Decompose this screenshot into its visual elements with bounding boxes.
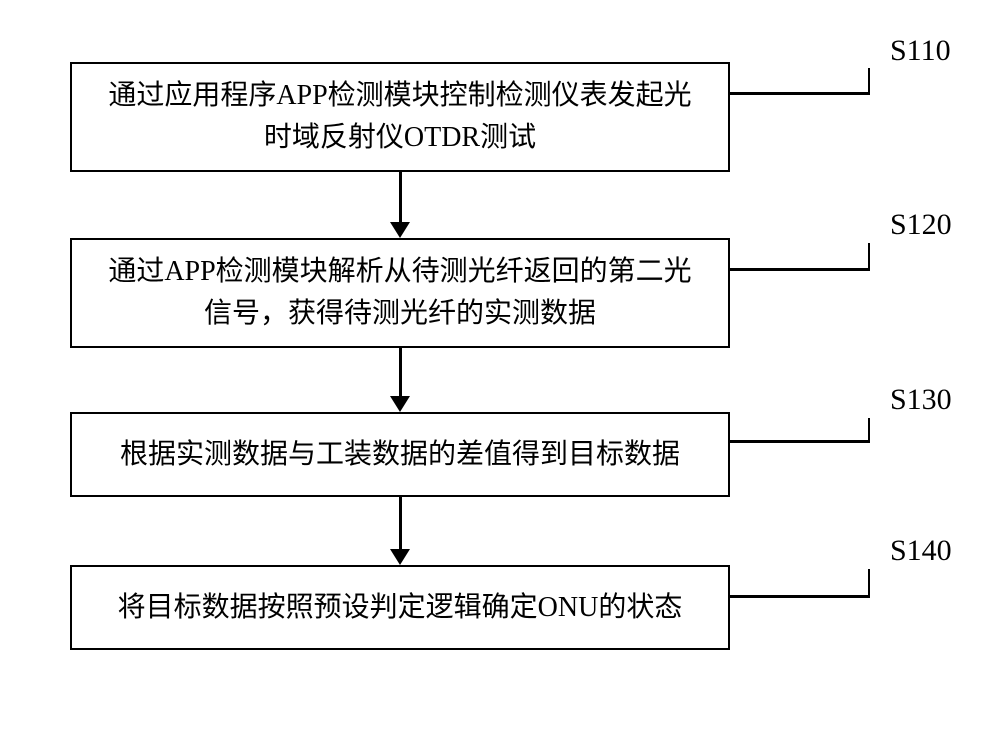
step-box-s130: 根据实测数据与工装数据的差值得到目标数据 [70,412,730,497]
connector-s110-h [730,92,870,95]
step-label-s110: S110 [890,34,951,68]
step-box-s120: 通过APP检测模块解析从待测光纤返回的第二光信号，获得待测光纤的实测数据 [70,238,730,348]
arrow-s110-s120 [399,172,402,222]
step-label-s120: S120 [890,208,952,242]
step-box-s140: 将目标数据按照预设判定逻辑确定ONU的状态 [70,565,730,650]
step-text: 通过应用程序APP检测模块控制检测仪表发起光时域反射仪OTDR测试 [108,75,691,159]
connector-s130-v [868,418,871,443]
arrow-s130-s140 [399,497,402,549]
step-label-s140: S140 [890,534,952,568]
flowchart-container: 通过应用程序APP检测模块控制检测仪表发起光时域反射仪OTDR测试 S110 通… [40,30,960,730]
connector-s140-v [868,569,871,598]
arrow-s120-s130 [399,348,402,396]
arrow-head-s130-s140 [390,549,410,565]
step-text: 通过APP检测模块解析从待测光纤返回的第二光信号，获得待测光纤的实测数据 [108,251,691,335]
connector-s120-h [730,268,870,271]
step-text: 根据实测数据与工装数据的差值得到目标数据 [120,434,680,476]
connector-s120-v [868,243,871,271]
step-text: 将目标数据按照预设判定逻辑确定ONU的状态 [118,587,683,629]
step-box-s110: 通过应用程序APP检测模块控制检测仪表发起光时域反射仪OTDR测试 [70,62,730,172]
connector-s130-h [730,440,870,443]
arrow-head-s110-s120 [390,222,410,238]
connector-s110-v [868,68,871,95]
connector-s140-h [730,595,870,598]
arrow-head-s120-s130 [390,396,410,412]
step-label-s130: S130 [890,383,952,417]
